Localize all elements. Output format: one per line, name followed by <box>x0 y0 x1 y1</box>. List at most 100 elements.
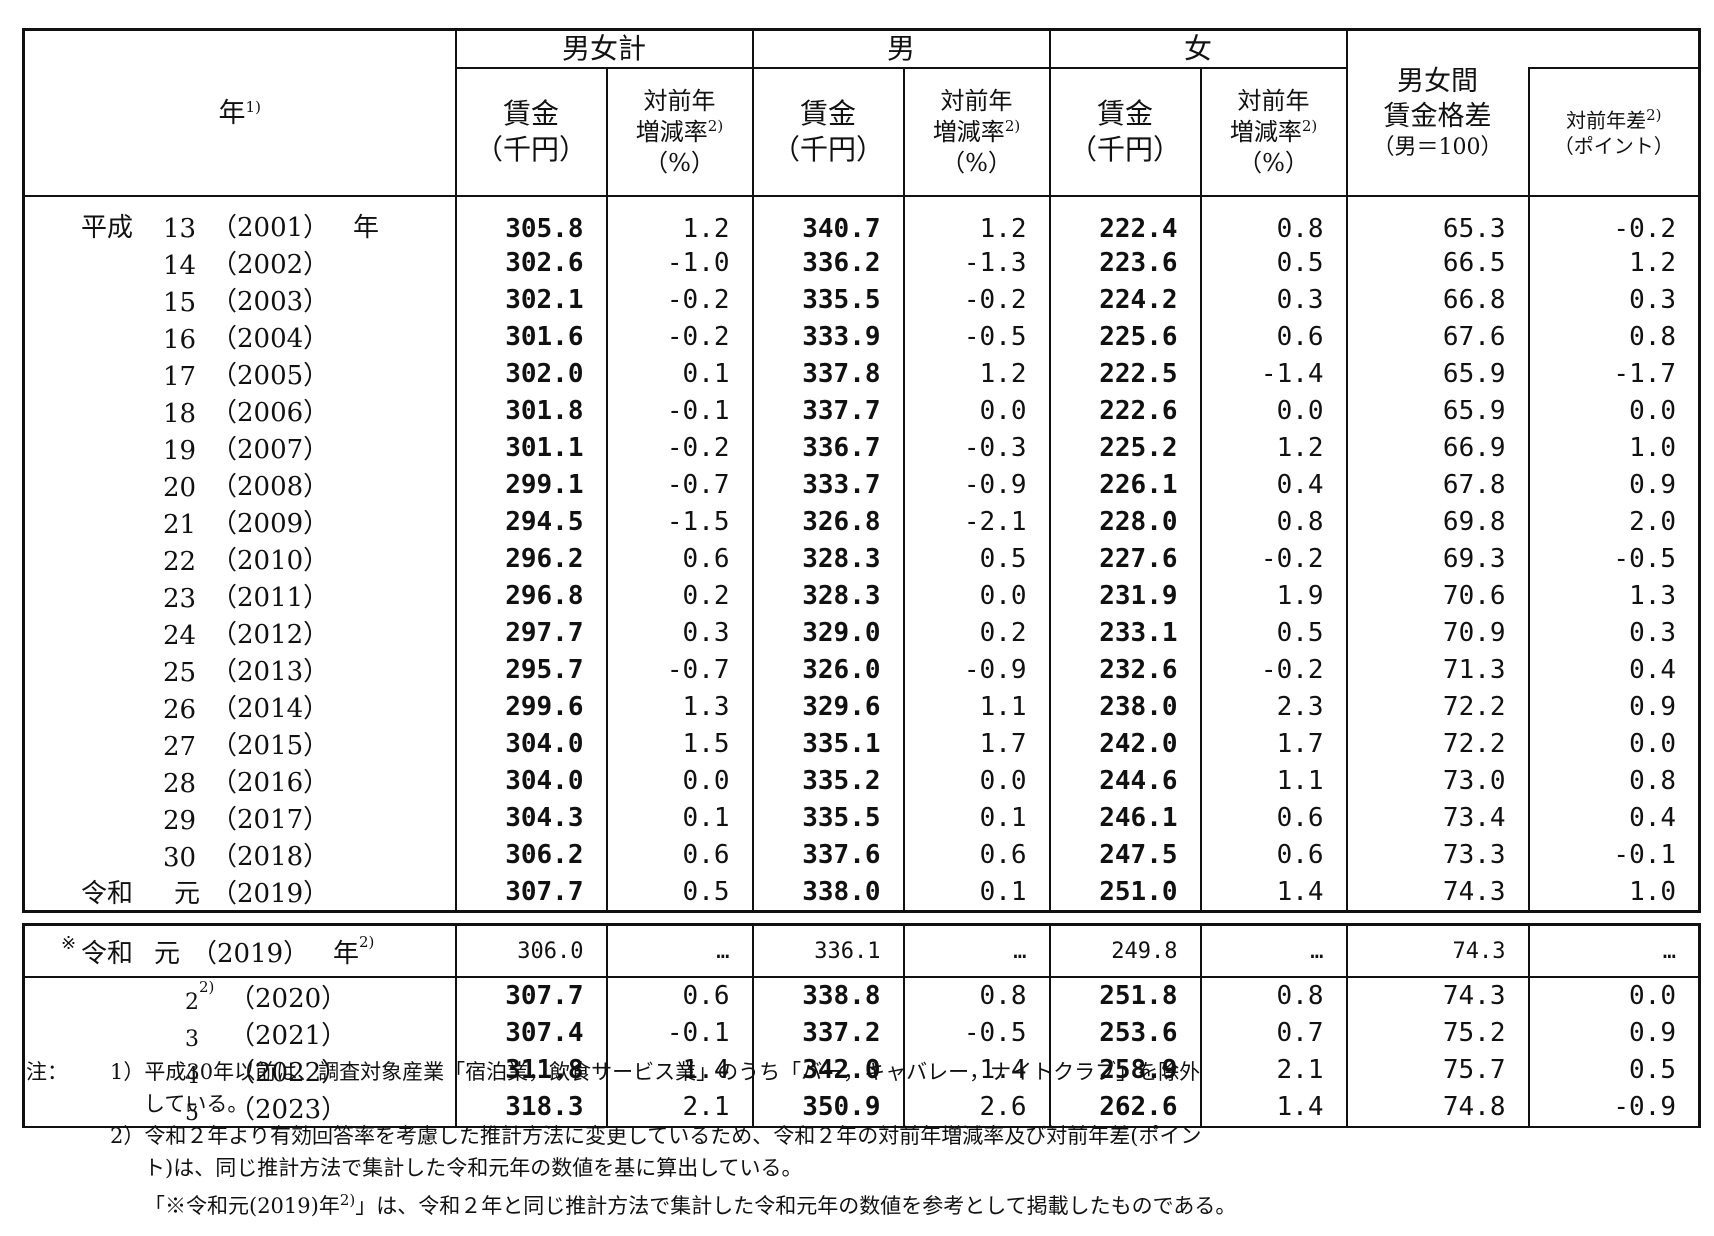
note-2-line-1: 2）令和２年より有効回答率を考慮した推計方法に変更しているため、令和２年の対前年… <box>110 1124 1202 1148</box>
total-wage-cell: 302.0 <box>454 355 607 393</box>
gap-diff-cell: -0.1 <box>1527 836 1700 874</box>
total-wage-cell: 301.8 <box>454 392 607 430</box>
gap-cell: 66.9 <box>1345 429 1529 467</box>
female-wage-cell: 226.1 <box>1048 466 1201 504</box>
year-cell: 4 （2022） <box>24 1052 456 1089</box>
era-label: 平成 <box>81 213 134 244</box>
female-change-cell: 2.1 <box>1199 1051 1347 1089</box>
table-row: 22 （2010） 296.2 0.6 328.3 0.5 227.6 -0.2 69.3 -0.… <box>24 540 1700 578</box>
male-change-cell: -2.1 <box>902 503 1050 541</box>
male-change-cell: 2.6 <box>902 1088 1050 1127</box>
gap-cell: 65.3 <box>1345 196 1529 245</box>
era-year-number: 13 <box>163 214 197 245</box>
total-change-cell: 0.6 <box>605 540 753 578</box>
total-change-cell: -0.7 <box>605 651 753 689</box>
western-year: （2010） <box>211 546 330 577</box>
male-change-cell: -0.2 <box>902 281 1050 319</box>
gap-cell: 74.3 <box>1345 924 1529 977</box>
western-year: （2003） <box>211 287 330 318</box>
male-change-cell: -0.3 <box>902 429 1050 467</box>
table-row: 5 （2023） 318.3 2.1 350.9 2.6 262.6 1.4 74.8 -0.9 <box>24 1088 1700 1127</box>
total-wage-cell: 307.7 <box>454 976 607 1015</box>
male-change-cell: … <box>902 924 1050 977</box>
western-year: （2009） <box>211 509 330 540</box>
western-year: （2020） <box>229 983 348 1014</box>
gap-cell: 74.8 <box>1345 1088 1529 1127</box>
male-wage-cell: 337.7 <box>751 392 904 430</box>
total-wage-cell: 306.2 <box>454 836 607 874</box>
header-blank <box>1528 28 1701 69</box>
total-wage-cell: 296.2 <box>454 540 607 578</box>
gap-cell: 71.3 <box>1345 651 1529 689</box>
male-wage-cell: 329.0 <box>751 614 904 652</box>
female-wage-cell: 231.9 <box>1048 577 1201 615</box>
gap-diff-cell: 0.9 <box>1527 466 1700 504</box>
female-wage-cell: 222.4 <box>1048 196 1201 245</box>
header-total-wage: 賃金 （千円） <box>454 67 608 198</box>
year-cell: 19 （2007） <box>24 429 456 466</box>
male-change-cell: 1.2 <box>902 196 1050 245</box>
gap-diff-cell: 1.0 <box>1527 873 1700 912</box>
table-row: 30 （2018） 306.2 0.6 337.6 0.6 247.5 0.6 73.3 -0.1 <box>24 836 1700 874</box>
male-wage-cell: 337.6 <box>751 836 904 874</box>
total-change-cell: -0.2 <box>605 281 753 319</box>
male-change-cell: 0.1 <box>902 873 1050 912</box>
male-wage-cell: 333.9 <box>751 318 904 356</box>
total-wage-cell: 304.3 <box>454 799 607 837</box>
gap-cell: 73.3 <box>1345 836 1529 874</box>
gap-diff-cell: … <box>1527 924 1700 977</box>
male-wage-cell: 338.0 <box>751 873 904 912</box>
male-change-cell: 0.5 <box>902 540 1050 578</box>
header-female: 女 <box>1048 28 1348 70</box>
table-row: 18 （2006） 301.8 -0.1 337.7 0.0 222.6 0.0 65.9 0.0 <box>24 392 1700 430</box>
total-wage-cell: 294.5 <box>454 503 607 541</box>
female-change-cell: 0.3 <box>1199 281 1347 319</box>
wage-table-reiwa: ※ 令和元（2019）年 2) 306.0… 336.1… 249.8… 74.3… 2 2)… <box>22 923 1701 1128</box>
female-wage-cell: 244.6 <box>1048 762 1201 800</box>
wage-table-main: 年1) 男女計 男 女 男女間 賃金格差 （男＝100） 賃金 （千円） 対前年増… <box>22 28 1702 914</box>
total-change-cell: 0.5 <box>605 873 753 912</box>
era-label: 令和 <box>81 938 134 969</box>
gap-cell: 73.0 <box>1345 762 1529 800</box>
year-cell: 14 （2002） <box>24 244 456 281</box>
male-change-cell: 0.0 <box>902 762 1050 800</box>
gap-cell: 74.3 <box>1345 873 1529 912</box>
male-change-cell: 0.2 <box>902 614 1050 652</box>
total-wage-cell: 302.1 <box>454 281 607 319</box>
year-cell: 21 （2009） <box>24 503 456 540</box>
gap-cell: 72.2 <box>1345 688 1529 726</box>
note-2-line-2: ト)は、同じ推計方法で集計した令和元年の数値を基に算出している。 <box>144 1156 803 1180</box>
era-year-number: 21 <box>163 510 197 541</box>
female-change-cell: -0.2 <box>1199 651 1347 689</box>
year-cell: 15 （2003） <box>24 281 456 318</box>
western-year: （2017） <box>211 805 330 836</box>
era-year-number: 16 <box>163 325 197 356</box>
female-wage-cell: 228.0 <box>1048 503 1201 541</box>
table-row: 28 （2016） 304.0 0.0 335.2 0.0 244.6 1.1 73.0 0.8 <box>24 762 1700 800</box>
year-cell: 30 （2018） <box>24 836 456 873</box>
female-wage-cell: 223.6 <box>1048 244 1201 282</box>
header-male-change: 対前年 増減率2) （%） <box>902 67 1051 198</box>
header-female-wage: 賃金 （千円） <box>1048 67 1202 198</box>
note-1-line-2: している。 <box>144 1092 249 1116</box>
era-year-number: 23 <box>163 584 197 615</box>
wage-table-container: 年1) 男女計 男 女 男女間 賃金格差 （男＝100） 賃金 （千円） 対前年増… <box>22 28 1702 1128</box>
gap-cell: 69.3 <box>1345 540 1529 578</box>
gap-cell: 69.8 <box>1345 503 1529 541</box>
male-change-cell: -1.3 <box>902 244 1050 282</box>
table-row: 25 （2013） 295.7 -0.7 326.0 -0.9 232.6 -0.2 71.3 0… <box>24 651 1700 689</box>
total-change-cell: 2.1 <box>605 1088 753 1127</box>
western-year: （2021） <box>229 1020 348 1051</box>
male-wage-cell: 333.7 <box>751 466 904 504</box>
female-change-cell: 1.4 <box>1199 873 1347 912</box>
era-year-number: 2 <box>185 989 199 1015</box>
table-row: 2 2) （2020） 307.7 0.6 338.8 0.8 251.8 0.8 74.3 0.0 <box>24 976 1700 1015</box>
female-wage-cell: 258.9 <box>1048 1051 1201 1089</box>
gap-cell: 67.6 <box>1345 318 1529 356</box>
table-row: 3 （2021） 307.4 -0.1 337.2 -0.5 253.6 0.7 75.2 0.9 <box>24 1014 1700 1052</box>
gap-diff-cell: -1.7 <box>1527 355 1700 393</box>
female-change-cell: 0.7 <box>1199 1014 1347 1052</box>
total-change-cell: 1.4 <box>605 1051 753 1089</box>
female-wage-cell: 262.6 <box>1048 1088 1201 1127</box>
male-change-cell: 0.8 <box>902 976 1050 1015</box>
